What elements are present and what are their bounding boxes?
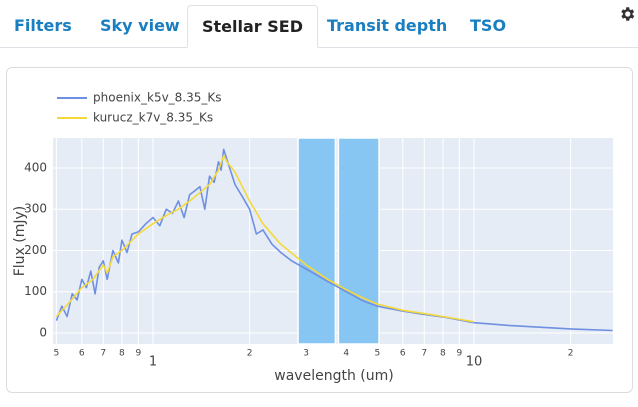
series-line [55,148,613,332]
chart: 5 6 7 8 912 3 4 5 6 7 8 91020100200300400phoenix_k5… [12,91,613,384]
x-tick-label: 8 [440,349,446,359]
x-tick-label: 5 [54,349,60,359]
x-tick-label: 6 [79,349,85,359]
x-tick-label: 6 [400,349,406,359]
tab[interactable]: Stellar SED [187,5,318,48]
tab[interactable]: Sky view [100,16,180,35]
y-axis-title: Flux (mJy) [12,206,28,277]
chart-panel: 5 6 7 8 9 1 2 3 4 5 6 7 8 9 10 2 0 100 200 300 400 phoenix_k5… [6,67,633,393]
y-tick-label: 100 [24,284,47,298]
x-tick-label: 9 [135,349,141,359]
x-tick-label: 3 [303,349,309,359]
tab[interactable]: Filters [14,16,72,35]
legend-label: phoenix_k5v_8.35_Ks [93,91,222,105]
y-tick-label: 0 [39,325,47,339]
series-line [55,154,475,323]
y-tick-label: 300 [24,202,47,216]
x-axis-title: wavelength (um) [274,368,393,384]
legend-label: kurucz_k7v_8.35_Ks [93,111,213,125]
filter-band [337,137,380,345]
x-tick-label: 1 [149,355,157,370]
y-tick-label: 200 [24,243,47,257]
tab-bar: Filters Sky view Stellar SED Transit depth T… [0,0,638,48]
tab[interactable]: Transit depth [327,16,448,35]
x-tick-label: 10 [466,355,483,370]
x-tick-label: 7 [421,349,427,359]
settings-icon[interactable] [618,5,636,23]
x-tick-label: 5 [375,349,381,359]
filter-band [297,137,337,345]
x-tick-label: 9 [456,349,462,359]
x-tick-label: 8 [119,349,125,359]
x-tick-label: 2 [247,349,253,359]
x-tick-label: 7 [100,349,106,359]
x-tick-label: 4 [343,349,349,359]
tab[interactable]: TSO [470,16,507,35]
x-tick-label: 2 [568,349,574,359]
y-tick-label: 400 [24,160,47,174]
